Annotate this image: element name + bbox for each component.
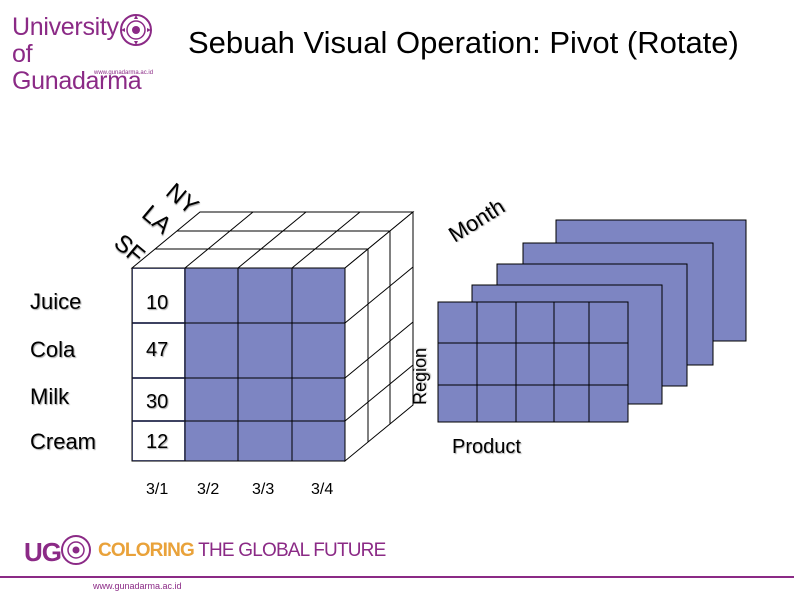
footer-emblem-icon (61, 535, 91, 565)
row-label-cola: Cola (30, 337, 76, 362)
logo-url: www.gunadarma.ac.id (94, 70, 154, 76)
logo-line-2: of Gunadarma (12, 40, 142, 95)
row-label-juice: Juice (30, 289, 82, 314)
date-label: 3/1 (146, 481, 169, 498)
value-cell (133, 379, 184, 420)
date-label: 3/2 (197, 481, 220, 498)
university-logo: University of Gunadarma www.gunadarma.ac… (12, 12, 162, 95)
value-milk: 30 (146, 391, 169, 413)
slide-title: Sebuah Visual Operation: Pivot (Rotate) (188, 25, 739, 60)
value-cell (133, 269, 184, 322)
product-label: Product (452, 436, 521, 458)
sheet-front (437, 301, 629, 423)
row-label-milk: Milk (30, 384, 70, 409)
value-cola: 47 (146, 339, 169, 361)
row-label-cream: Cream (30, 429, 97, 454)
value-cream: 12 (146, 431, 169, 453)
footer-divider (0, 576, 794, 578)
date-label: 3/4 (311, 481, 334, 498)
footer-tag-coloring: COLORING (98, 540, 195, 561)
date-label: 3/3 (252, 481, 275, 498)
emblem-icon (120, 14, 152, 46)
footer-ug-logo: UG (24, 537, 62, 567)
region-label: Region (410, 347, 430, 405)
footer-tag-rest: THE GLOBAL FUTURE (194, 540, 386, 561)
footer-url: www.gunadarma.ac.id (93, 581, 182, 591)
logo-line-1: University (12, 13, 119, 41)
value-cell (133, 422, 184, 460)
footer-tagline: COLORING THE GLOBAL FUTURE (98, 540, 386, 562)
value-juice: 10 (146, 292, 169, 314)
value-cell (133, 324, 184, 377)
